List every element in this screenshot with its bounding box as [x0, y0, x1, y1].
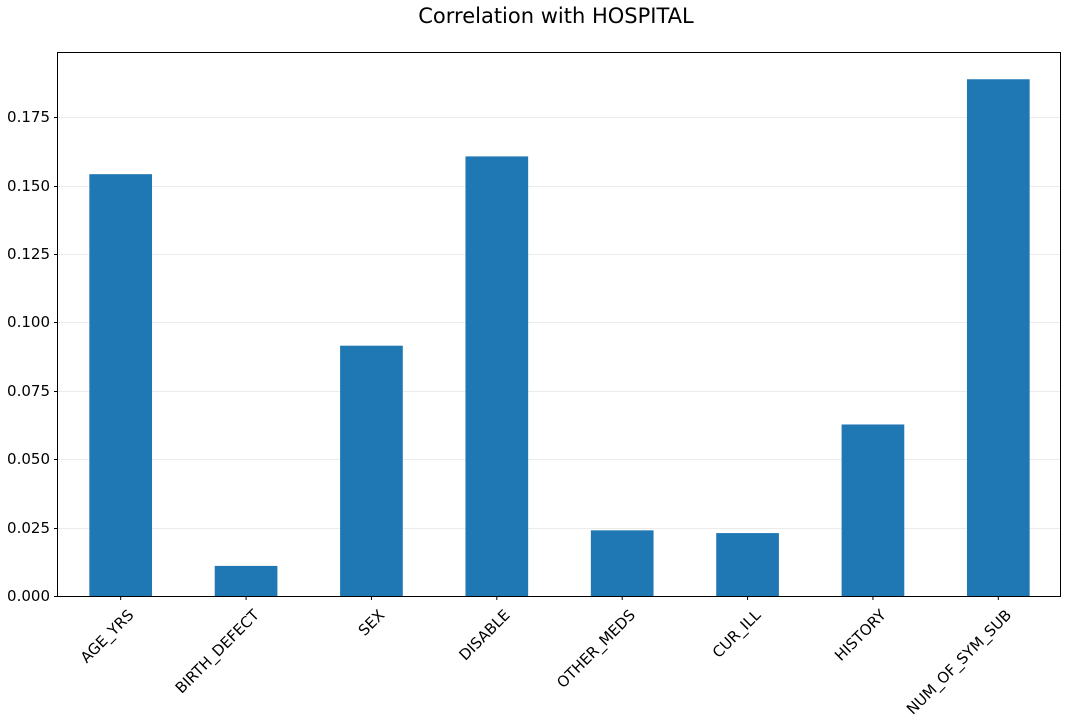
y-tick-label: 0.000 [7, 587, 50, 605]
bar-other-meds [590, 530, 654, 596]
x-tick-label: CUR_ILL [709, 606, 766, 663]
x-tick-label: BIRTH_DEFECT [172, 605, 264, 697]
y-tick-label: 0.025 [7, 519, 50, 537]
x-tick-label: OTHER_MEDS [553, 606, 639, 692]
y-tick-label: 0.125 [7, 245, 50, 263]
chart-title: Correlation with HOSPITAL [418, 4, 694, 28]
bar-birth-defect [214, 565, 278, 596]
bar-disable [465, 156, 529, 596]
y-tick-label: 0.100 [7, 313, 50, 331]
y-axis: 0.000 0.025 0.050 0.075 0.100 0.125 0.150 0.175 [7, 108, 58, 605]
bar-cur-ill [716, 533, 779, 596]
bar-history [841, 424, 905, 596]
x-tick-label: DISABLE [455, 606, 513, 664]
plot-frame [57, 52, 1061, 597]
bar-num-of-sym-sub [966, 79, 1030, 596]
x-axis: AGE_YRS BIRTH_DEFECT SEX DISABLE OTHER_MEDS C… [77, 596, 1016, 719]
bar-age-yrs [89, 174, 153, 596]
x-tick-label: NUM_OF_SYM_SUB [903, 606, 1016, 719]
x-tick-label: HISTORY [831, 605, 890, 664]
bars [89, 79, 1030, 596]
y-tick-label: 0.150 [7, 177, 50, 195]
y-tick-label: 0.175 [7, 108, 50, 126]
y-tick-label: 0.050 [7, 450, 50, 468]
bar-sex [340, 345, 403, 596]
gridlines [58, 117, 1061, 597]
y-tick-label: 0.075 [7, 382, 50, 400]
x-tick-label: SEX [355, 606, 388, 639]
x-tick-label: AGE_YRS [77, 606, 138, 667]
